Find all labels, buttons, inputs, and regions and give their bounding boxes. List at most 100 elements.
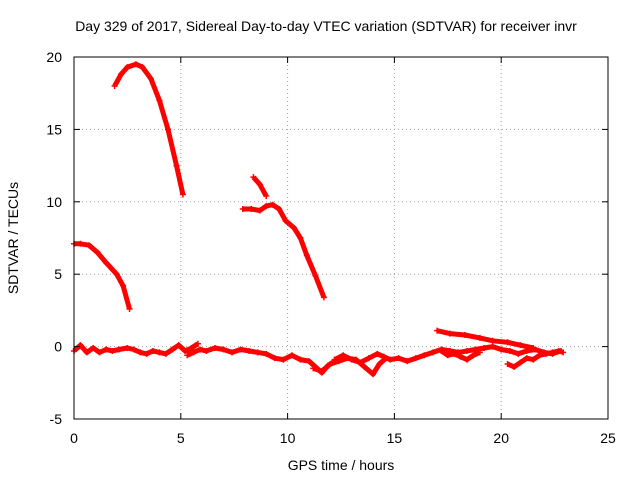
series-arc-k [506,348,564,370]
chart-title: Day 329 of 2017, Sidereal Day-to-day VTE… [75,18,577,34]
data-point [179,191,186,198]
data-point [376,360,383,367]
data-point [132,61,139,68]
data-point [489,343,496,350]
data-point [387,356,394,363]
data-point [211,345,218,352]
data-point [126,305,133,312]
series-arc-b [112,61,186,196]
data-point [147,75,154,82]
data-point [130,346,137,353]
data-point [404,358,411,365]
data-point [280,356,287,363]
y-tick-label: 15 [46,121,62,137]
data-point [434,327,441,334]
data-point [395,355,402,362]
data-point [320,294,327,301]
data-point [464,356,471,363]
data-point [83,349,90,356]
data-point [444,352,451,359]
data-point [461,332,468,339]
data-point [352,356,359,363]
data-point [327,360,334,367]
data-point [318,368,325,375]
data-point [446,330,453,337]
data-point [549,349,556,356]
data-point [90,345,97,352]
data-point [291,224,298,231]
data-point [103,259,110,266]
data-point [276,206,283,213]
data-point [269,201,276,208]
y-tick-label: 0 [54,339,62,355]
x-axis-label: GPS time / hours [288,457,395,473]
data-point [77,240,84,247]
y-axis-label: SDTVAR / TECUs [5,182,21,294]
data-point [374,350,381,357]
series-arc-a [74,241,132,310]
series-group [71,61,567,378]
data-point [77,342,84,349]
data-point [188,345,195,352]
y-tick-label: 10 [46,194,62,210]
data-point [164,126,171,133]
data-point [85,242,92,249]
data-point [470,352,477,359]
data-point [451,350,458,357]
data-point [156,349,163,356]
data-point [481,345,488,352]
data-point [220,346,227,353]
data-point [117,71,124,78]
data-point [476,349,483,356]
data-point [361,363,368,370]
data-point [156,97,163,104]
data-point [421,352,428,359]
data-point [229,349,236,356]
data-point [335,358,342,365]
data-point [169,346,176,353]
data-point [472,346,479,353]
data-point [543,350,550,357]
data-point [256,207,263,214]
data-point [429,349,436,356]
data-point [555,347,562,354]
data-point [560,349,567,356]
data-point [464,347,471,354]
data-point [489,337,496,344]
x-tick-label: 20 [493,430,509,446]
data-point [282,217,289,224]
data-point [113,271,120,278]
data-point [297,235,304,241]
data-point [344,355,351,362]
data-point [506,347,513,354]
data-point [111,82,118,89]
data-point [476,334,483,341]
data-point [517,342,524,349]
data-point [150,347,157,354]
data-point [124,64,131,71]
x-tick-label: 10 [280,430,296,446]
data-point [94,249,101,256]
data-point [532,346,539,353]
y-tick-label: 20 [46,49,62,65]
data-point [103,346,110,353]
data-point [137,349,144,356]
data-point [297,356,304,363]
y-tick-label: -5 [50,411,63,427]
data-point [184,352,191,359]
data-point [310,365,317,372]
x-tick-label: 5 [177,430,185,446]
data-point [305,358,312,365]
x-tick-label: 25 [600,430,616,446]
x-tick-label: 0 [70,430,78,446]
data-point [517,359,524,366]
data-point [498,346,505,353]
data-point [96,349,103,356]
data-point [263,203,270,210]
ticks: 0 5 10 15 20 25 -5 0 5 10 15 20 [46,49,616,446]
data-point [412,355,419,362]
data-point [536,352,543,359]
data-point [139,64,146,71]
data-point [115,346,122,353]
data-point [263,193,270,200]
